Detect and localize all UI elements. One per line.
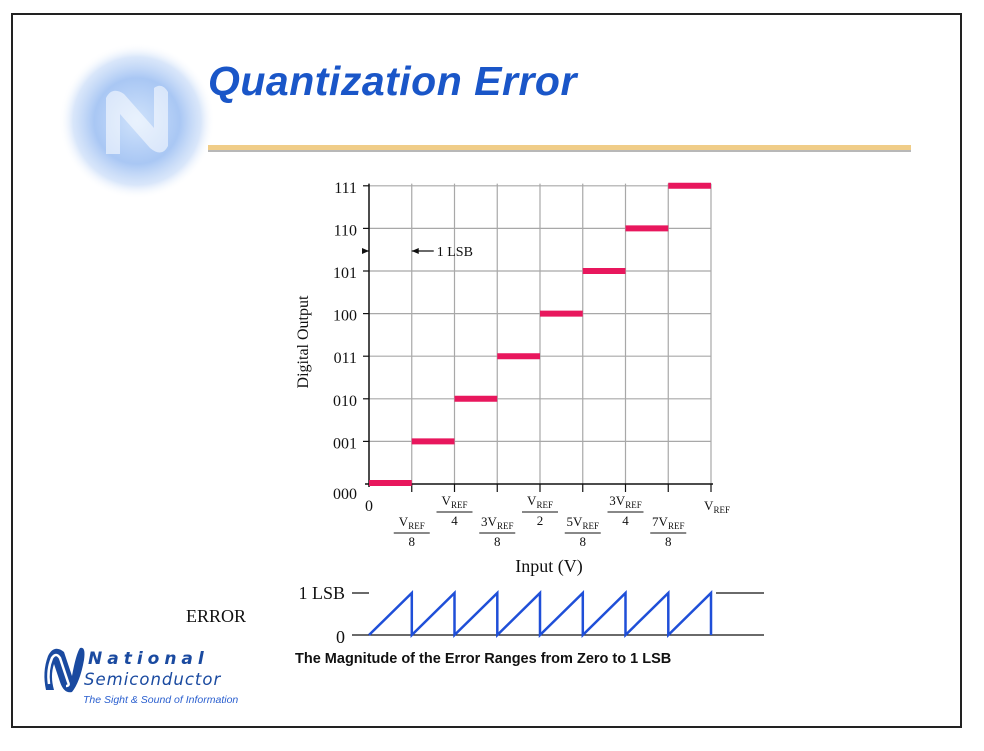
y-tick-label: 110: [334, 222, 357, 239]
x-axis-label: Input (V): [515, 556, 582, 577]
slide-caption: The Magnitude of the Error Ranges from Z…: [295, 651, 672, 667]
lsb-annotation-text: 1 LSB: [437, 245, 473, 260]
x-tick-label-numerator: VREF: [399, 514, 425, 531]
slide-title: Quantization Error: [208, 58, 577, 104]
x-tick-label-numerator: VREF: [527, 493, 553, 510]
y-tick-label: 011: [334, 350, 357, 367]
x-tick-label-denominator: 2: [537, 513, 544, 528]
x-tick-label-denominator: 8: [580, 534, 587, 549]
title-underline: [208, 145, 911, 150]
x-tick-label-denominator: 8: [409, 534, 416, 549]
y-tick-label: 001: [333, 435, 357, 452]
error-y-label-zero: 0: [336, 627, 345, 647]
lsb-arrowhead-left: [362, 248, 369, 254]
x-tick-label-numerator: 3VREF: [481, 514, 513, 531]
globe-n-mark: [106, 85, 168, 154]
chart-grid: [369, 183, 712, 484]
y-tick-label: 111: [334, 180, 357, 197]
x-tick-label-denominator: 4: [451, 513, 458, 528]
x-tick-label-denominator: 8: [494, 534, 501, 549]
x-tick-label-numerator: VREF: [442, 493, 468, 510]
chart-axes: [363, 183, 713, 492]
y-axis-label: Digital Output: [295, 295, 312, 388]
step-series: [369, 182, 711, 486]
logo-tagline: The Sight & Sound of Information: [83, 694, 239, 706]
x-tick-label-denominator: 4: [622, 513, 629, 528]
error-y-label-lsb: 1 LSB: [298, 583, 345, 603]
x-tick-label-denominator: 8: [665, 534, 672, 549]
national-semiconductor-n-icon: [44, 647, 85, 693]
x-tick-label-numerator: 7VREF: [652, 514, 684, 531]
globe-logo: [59, 43, 215, 199]
y-tick-label: 000: [333, 486, 357, 503]
lsb-annotation: 1 LSB: [362, 245, 473, 260]
error-sawtooth-series: [368, 590, 713, 638]
y-tick-label: 101: [333, 265, 357, 282]
slide-frame: [11, 13, 962, 728]
x-tick-label: 0: [365, 498, 373, 515]
y-tick-label: 100: [333, 308, 357, 325]
logo-national: National: [88, 649, 209, 669]
error-label: ERROR: [186, 606, 247, 626]
logo-semiconductor: Semiconductor: [84, 670, 222, 689]
x-tick-label-numerator: 5VREF: [567, 514, 599, 531]
x-tick-label: VREF: [704, 498, 730, 515]
x-tick-label-numerator: 3VREF: [609, 493, 641, 510]
lsb-arrowhead-right: [411, 248, 419, 254]
error-chart: 1 LSB 0: [298, 583, 764, 647]
y-tick-label: 010: [333, 393, 357, 410]
